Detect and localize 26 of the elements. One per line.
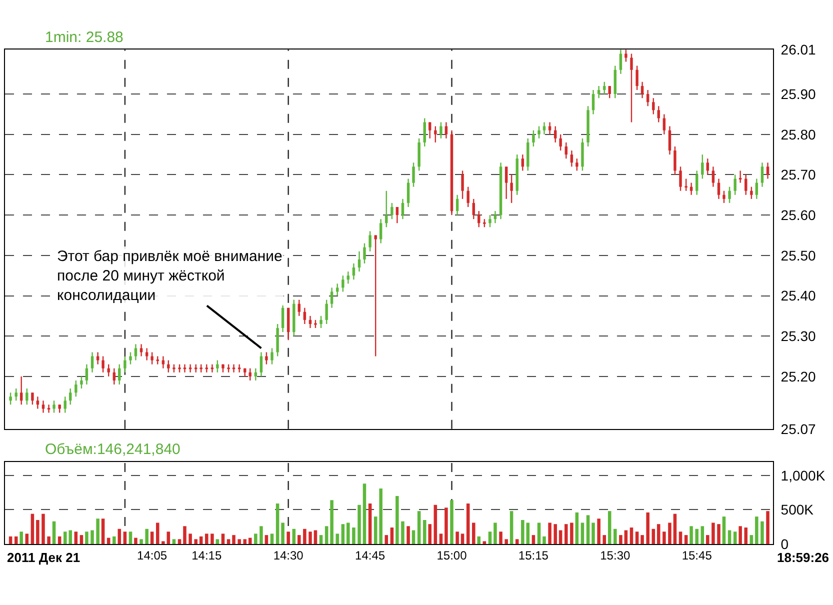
y-tick-label: 25.80 (780, 126, 816, 142)
y-tick-label: 0 (780, 536, 789, 552)
chart-title: Объём:146,241,840 (45, 441, 180, 458)
y-tick-label: 25.90 (780, 86, 816, 102)
x-tick-label: 15:30 (600, 548, 630, 562)
x-tick-label: 14:05 (137, 548, 168, 562)
y-tick-label: 1,000K (780, 467, 826, 484)
annotation: Этот бар привлёк моё внимание после 20 минут жёсткой консолидации (57, 248, 282, 304)
x-tick-label: 14:45 (355, 548, 386, 562)
y-tick-label: 25.50 (780, 247, 816, 264)
x-tick-label: 14:30 (273, 548, 304, 562)
x-tick-label: 15:00 (436, 548, 468, 562)
y-tick-label: 25.30 (780, 328, 816, 344)
chart-title: 1min: 25.88 (45, 29, 124, 46)
y-tick-label: 25.20 (780, 368, 816, 384)
y-tick-label: 25.60 (780, 206, 816, 223)
y-tick-label: 500K (780, 502, 814, 518)
x-tick-label: 15:45 (682, 548, 712, 562)
text: 18:59:26 (777, 550, 830, 565)
text: 2011 Дек 21 (7, 550, 80, 565)
x-tick-label: 14:15 (192, 548, 222, 562)
y-tick-label: 25.40 (780, 288, 816, 304)
y-tick-label: 25.07 (780, 420, 816, 437)
y-tick-label: 26.01 (780, 42, 816, 58)
x-tick-label: 15:15 (518, 548, 549, 562)
y-tick-label: 25.70 (780, 166, 816, 183)
